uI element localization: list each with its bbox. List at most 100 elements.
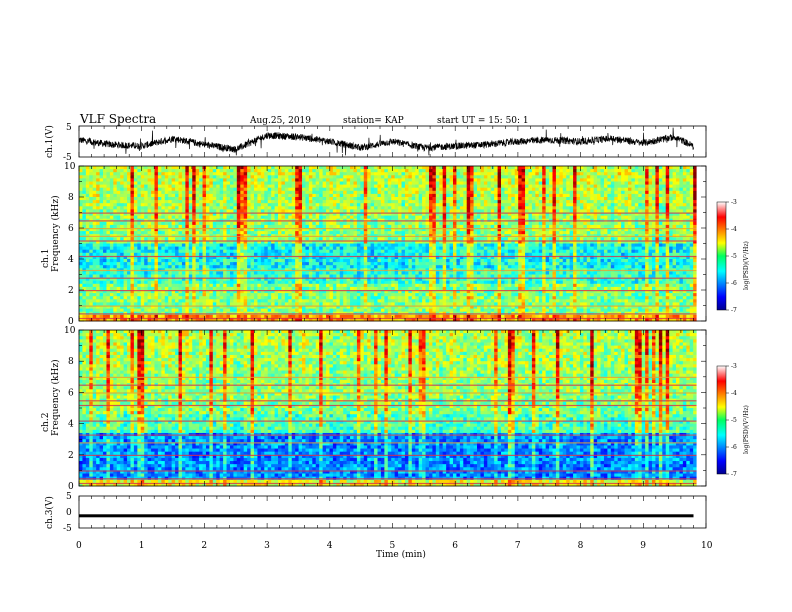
spectrogram-cell <box>374 212 378 216</box>
spectrogram-cell <box>507 206 512 210</box>
spectrogram-cell <box>579 224 584 229</box>
spectrogram-cell <box>494 206 498 210</box>
spectrogram-cell <box>614 184 619 189</box>
spectrogram-cell <box>497 206 502 210</box>
spectrogram-cell <box>651 181 656 185</box>
spectrogram-cell <box>240 215 245 220</box>
spectrogram-cell <box>607 240 612 244</box>
spectrogram-cell <box>583 215 588 220</box>
spectrogram-cell <box>278 190 282 195</box>
spectrogram-cell <box>514 175 519 179</box>
spectrogram-cell <box>332 190 337 195</box>
spectrogram-cell <box>627 228 632 232</box>
spectrogram-cell <box>202 231 207 235</box>
spectrogram-cell <box>401 231 406 235</box>
spectrogram-cell <box>130 169 135 173</box>
spectrogram-cell <box>123 175 128 179</box>
spectrogram-cell <box>164 206 169 210</box>
spectrogram-cell <box>151 190 155 195</box>
spectrogram-cell <box>449 246 454 251</box>
spectrogram-cell <box>408 243 413 247</box>
spectrogram-cell <box>648 231 653 235</box>
spectrogram-cell <box>209 187 214 192</box>
spectrogram-cell <box>638 193 643 198</box>
spectrogram-cell <box>432 224 437 229</box>
spectrogram-cell <box>418 166 423 170</box>
spectrogram-cell <box>322 169 327 173</box>
spectrogram-cell <box>212 212 217 216</box>
spectrogram-cell <box>89 200 94 204</box>
spectrogram-cell <box>113 197 118 201</box>
spectrogram-cell <box>411 228 416 232</box>
spectrogram-cell <box>281 243 286 247</box>
spectrogram-cell <box>89 243 94 247</box>
spectrogram-cell <box>579 221 584 226</box>
spectrogram-cell <box>641 187 646 192</box>
spectrogram-cell <box>651 231 656 235</box>
spectrogram-cell <box>507 215 512 220</box>
spectrogram-cell <box>127 243 131 247</box>
spectrogram-cell <box>233 243 238 247</box>
spectrogram-cell <box>312 203 317 207</box>
spectrogram-cell <box>229 181 234 185</box>
spectrogram-cell <box>250 172 255 176</box>
spectrogram-cell <box>651 224 656 229</box>
spectrogram-cell <box>525 228 529 232</box>
spectrogram-cell <box>401 240 406 244</box>
spectrogram-cell <box>353 246 358 251</box>
spectrogram-cell <box>593 169 598 173</box>
spectrogram-cell <box>645 243 649 247</box>
spectrogram-cell <box>216 190 221 195</box>
spectrogram-cell <box>566 187 571 192</box>
spectrogram-cell <box>641 206 646 210</box>
spectrogram-cell <box>216 172 221 176</box>
spectrogram-cell <box>559 246 564 251</box>
spectrogram-cell <box>477 190 481 195</box>
spectrogram-cell <box>669 221 673 226</box>
spectrogram-cell <box>326 215 330 220</box>
spectrogram-cell <box>425 169 430 173</box>
spectrogram-cell <box>319 212 324 216</box>
spectrogram-cell <box>682 184 687 189</box>
spectrogram-cell <box>693 231 697 235</box>
spectrogram-cell <box>569 246 574 251</box>
spectrogram-cell <box>274 243 279 247</box>
spectrogram-cell <box>398 209 402 213</box>
spectrogram-cell <box>123 221 128 226</box>
spectrogram-cell <box>394 209 399 213</box>
spectrogram-cell <box>240 231 245 235</box>
spectrogram-cell <box>343 228 348 232</box>
spectrogram-cell <box>669 193 673 198</box>
spectrogram-cell <box>288 187 293 192</box>
spectrogram-cell <box>480 237 485 241</box>
spectrogram-cell <box>401 215 406 220</box>
spectrogram-cell <box>257 172 262 176</box>
spectrogram-cell <box>181 175 186 179</box>
spectrogram-cell <box>271 246 275 251</box>
spectrogram-cell <box>356 166 361 170</box>
spectrogram-cell <box>398 187 402 192</box>
spectrogram-cell <box>315 169 320 173</box>
spectrogram-cell <box>514 200 519 204</box>
spectrogram-cell <box>116 172 121 176</box>
spectrogram-cell <box>538 187 543 192</box>
spectrogram-cell <box>401 221 406 226</box>
spectrogram-cell <box>106 246 111 251</box>
spectrogram-cell <box>418 243 423 247</box>
spectrogram-cell <box>693 224 697 229</box>
spectrogram-cell <box>538 215 543 220</box>
spectrogram-cell <box>127 209 131 213</box>
spectrogram-cell <box>374 240 378 244</box>
spectrogram-cell <box>123 240 128 244</box>
spectrogram-cell <box>377 197 382 201</box>
spectrogram-cell <box>363 243 368 247</box>
spectrogram-cell <box>353 206 358 210</box>
spectrogram-cell <box>199 187 203 192</box>
spectrogram-cell <box>439 200 444 204</box>
spectrogram-cell <box>531 172 536 176</box>
spectrogram-cell <box>171 246 176 251</box>
spectrogram-cell <box>559 206 564 210</box>
spectrogram-cell <box>127 246 131 251</box>
spectrogram-cell <box>157 175 162 179</box>
spectrogram-cell <box>408 178 413 182</box>
